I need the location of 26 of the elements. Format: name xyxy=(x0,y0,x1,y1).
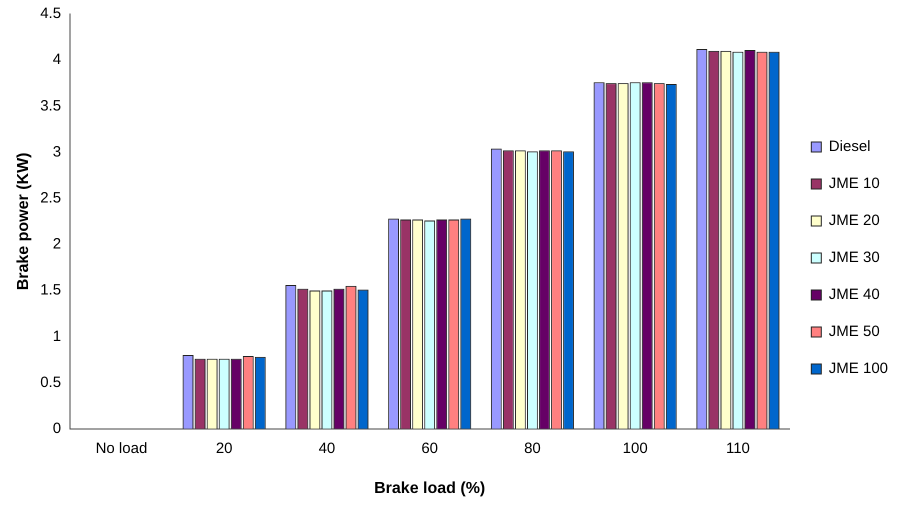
legend-label: JME 40 xyxy=(828,286,880,304)
y-tick-label: 3 xyxy=(52,143,62,160)
y-tick-label: 1 xyxy=(52,328,62,345)
x-tick-label: 80 xyxy=(524,440,541,457)
x-tick-label: 110 xyxy=(726,440,750,457)
x-tick-label: 40 xyxy=(318,440,336,457)
x-tick-label: No load xyxy=(96,440,148,457)
y-axis-title: Brake power (KW) xyxy=(15,152,32,290)
y-tick-label: 2.5 xyxy=(40,189,62,206)
y-tick-label: 0 xyxy=(52,420,62,437)
legend-label: Diesel xyxy=(828,138,870,156)
y-tick-label: 4.5 xyxy=(40,5,62,22)
y-tick-label: 2 xyxy=(52,236,62,253)
y-tick-label: 4 xyxy=(52,51,62,68)
x-tick-label: 100 xyxy=(622,440,648,457)
x-tick-label: 60 xyxy=(421,440,438,457)
y-tick-label: 0.5 xyxy=(40,374,62,391)
x-axis-title: Brake load (%) xyxy=(374,480,486,497)
legend-label: JME 100 xyxy=(828,360,888,378)
legend-label: JME 30 xyxy=(828,249,880,266)
legend-label: JME 10 xyxy=(828,175,880,192)
y-tick-label: 1.5 xyxy=(40,282,62,299)
y-tick-label: 3.5 xyxy=(40,97,62,114)
legend-label: JME 20 xyxy=(828,212,880,230)
x-tick-label: 20 xyxy=(216,440,233,457)
legend-label: JME 50 xyxy=(828,323,880,340)
